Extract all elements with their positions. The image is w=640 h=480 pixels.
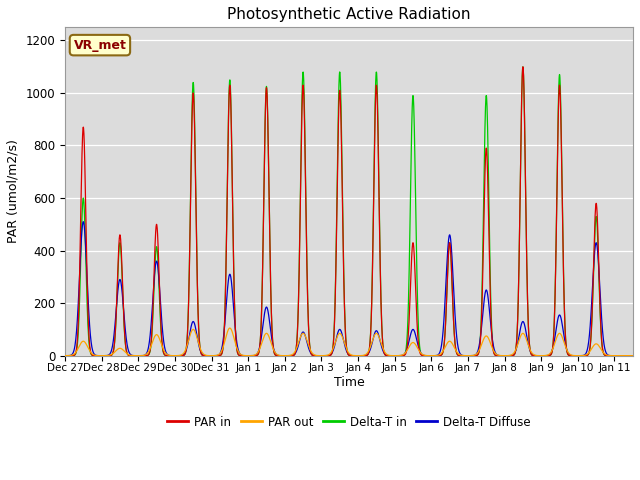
Text: VR_met: VR_met xyxy=(74,38,126,52)
Legend: PAR in, PAR out, Delta-T in, Delta-T Diffuse: PAR in, PAR out, Delta-T in, Delta-T Dif… xyxy=(162,411,536,433)
Title: Photosynthetic Active Radiation: Photosynthetic Active Radiation xyxy=(227,7,470,22)
Y-axis label: PAR (umol/m2/s): PAR (umol/m2/s) xyxy=(7,140,20,243)
X-axis label: Time: Time xyxy=(333,376,364,389)
